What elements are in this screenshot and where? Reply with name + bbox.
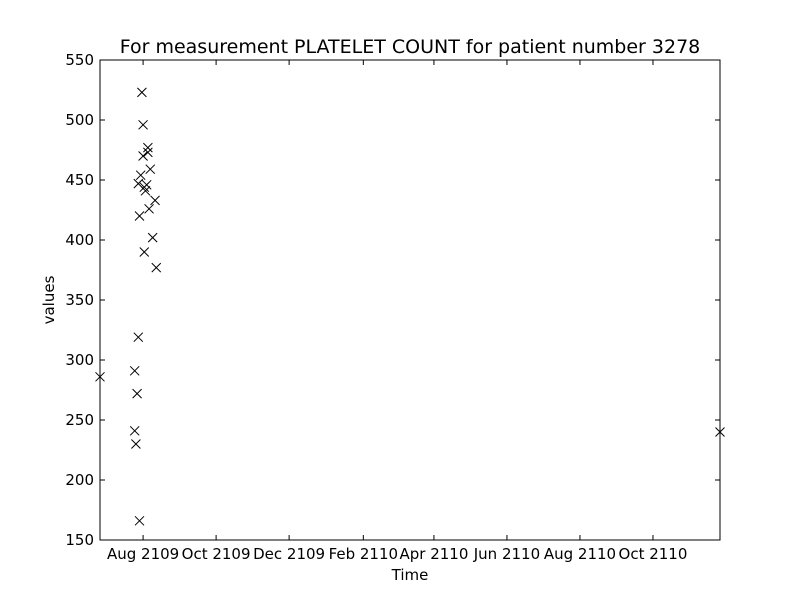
data-point-marker <box>134 515 145 526</box>
y-tick-label: 150 <box>65 531 94 549</box>
data-point-marker <box>138 119 148 130</box>
y-axis-label: values <box>40 275 58 324</box>
data-point-marker <box>139 247 150 257</box>
data-point-marker <box>141 179 152 190</box>
data-point-marker <box>140 185 151 196</box>
data-point-marker <box>129 365 140 376</box>
x-tick-label: Aug 2110 <box>544 545 616 563</box>
data-point-marker <box>143 142 153 153</box>
data-point-marker <box>134 211 145 221</box>
x-tick-label: Feb 2110 <box>329 545 399 563</box>
x-tick-label: Oct 2110 <box>619 545 688 563</box>
y-tick-label: 400 <box>65 231 94 249</box>
plot-frame <box>99 59 721 541</box>
x-tick-label: Oct 2109 <box>182 545 251 563</box>
data-point-marker <box>133 332 144 343</box>
data-point-marker <box>135 170 146 181</box>
y-tick-label: 200 <box>65 471 94 489</box>
data-point-marker <box>144 203 154 214</box>
data-point-marker <box>143 147 153 158</box>
data-point-marker <box>132 388 142 399</box>
data-point-marker <box>145 164 156 175</box>
x-tick-label: Aug 2109 <box>107 545 179 563</box>
x-axis-label: Time <box>391 566 429 584</box>
chart-title: For measurement PLATELET COUNT for patie… <box>120 36 701 58</box>
x-tick-label: Jun 2110 <box>473 545 540 563</box>
data-point-marker <box>151 262 162 273</box>
y-tick-label: 300 <box>65 351 94 369</box>
data-points <box>95 87 725 526</box>
data-point-marker <box>150 195 160 206</box>
y-tick-label: 350 <box>65 291 94 309</box>
y-tick-label: 500 <box>65 111 94 129</box>
x-tick-label: Dec 2109 <box>253 545 325 563</box>
data-point-marker <box>147 232 158 243</box>
data-point-marker <box>129 425 140 436</box>
y-tick-label: 250 <box>65 411 94 429</box>
data-point-marker <box>131 439 141 449</box>
data-point-marker <box>138 151 148 161</box>
y-tick-label: 550 <box>65 51 94 69</box>
data-point-marker <box>137 87 147 98</box>
x-tick-label: Apr 2110 <box>399 545 468 563</box>
y-tick-label: 450 <box>65 171 94 189</box>
